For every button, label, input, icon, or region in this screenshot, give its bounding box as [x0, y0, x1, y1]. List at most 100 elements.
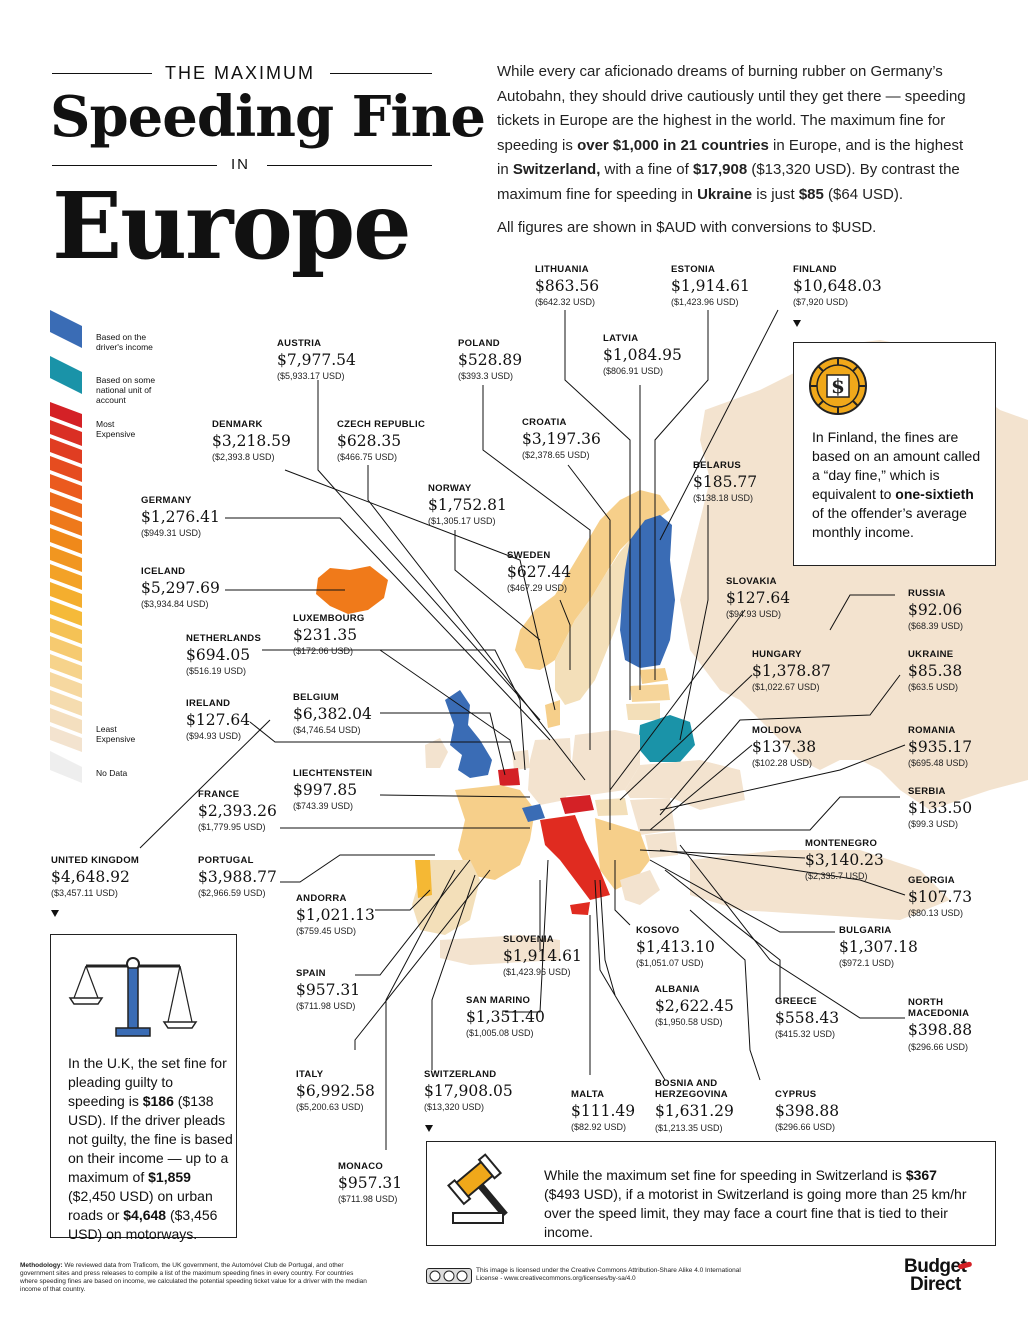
label-romania: ROMANIA $935.17 ($695.48 USD) — [908, 725, 973, 768]
netherlands-shape — [512, 750, 530, 770]
label-sweden: SWEDEN $627.44 ($467.29 USD) — [507, 550, 572, 593]
label-uk: UNITED KINGDOM $4,648.92 ($3,457.11 USD) — [51, 855, 140, 898]
sweden-shape — [555, 540, 630, 705]
czech-shape — [565, 778, 596, 796]
north-africa-shape — [440, 935, 560, 965]
license-text: This image is licensed under the Creativ… — [476, 1267, 741, 1282]
legend-scale-swatch — [50, 708, 82, 734]
legend-scale-swatch — [50, 420, 82, 446]
uk-info-box — [50, 934, 237, 1238]
legend-scale-swatch — [50, 582, 82, 608]
swiss-info-box — [426, 1141, 996, 1246]
legend-swatches — [50, 310, 82, 783]
legend-scale-swatch — [50, 600, 82, 626]
title-rule-right — [330, 73, 432, 74]
hungary-shape — [595, 798, 628, 816]
label-latvia: LATVIA $1,084.95 ($806.91 USD) — [603, 333, 682, 376]
legend-scale-swatch — [50, 546, 82, 572]
turkey-shape — [690, 850, 950, 920]
label-moldova: MOLDOVA $137.38 ($102.28 USD) — [752, 725, 817, 768]
legend-scale-swatch — [50, 564, 82, 590]
norway-shape — [515, 490, 670, 670]
sicily-shape — [570, 902, 590, 915]
label-andorra: ANDORRA $1,021.13 ($759.45 USD) — [296, 893, 375, 936]
label-slovakia: SLOVAKIA $127.64 ($94.93 USD) — [726, 576, 791, 619]
belarus-shape — [638, 715, 695, 762]
leader-lines — [139, 309, 906, 1150]
label-albania: ALBANIA $2,622.45 ($1,950.58 USD) — [655, 984, 734, 1027]
title-rule-right2 — [267, 165, 432, 166]
label-estonia: ESTONIA $1,914.61 ($1,423.96 USD) — [671, 264, 750, 307]
switzerland-shape — [522, 804, 545, 822]
iceland-shape — [316, 566, 388, 614]
label-malta: MALTA $111.49 ($82.92 USD) — [571, 1089, 636, 1132]
uk-info-text: In the U.K, the set fine for pleading gu… — [68, 1055, 233, 1242]
label-norway: NORWAY $1,752.81 ($1,305.17 USD) — [428, 483, 507, 526]
legend-income: Based on the driver's income — [96, 332, 153, 352]
italy-shape — [540, 815, 610, 900]
legend-scale-swatch — [50, 492, 82, 518]
label-italy: ITALY $6,992.58 ($5,200.63 USD) — [296, 1069, 375, 1112]
legend-scale-swatch — [50, 510, 82, 536]
label-ukraine: UKRAINE $85.38 ($63.5 USD) — [908, 649, 963, 692]
greece-shape — [620, 870, 660, 905]
finland-shape — [620, 515, 675, 668]
methodology-text: Methodology: We reviewed data from Trafi… — [20, 1262, 367, 1293]
label-portugal: PORTUGAL $3,988.77 ($2,966.59 USD) — [198, 855, 277, 898]
label-north-macedonia: NORTH MACEDONIA $398.88 ($296.66 USD) — [908, 997, 973, 1052]
label-poland: POLAND $528.89 ($393.3 USD) — [458, 338, 523, 381]
france-shape — [455, 785, 535, 880]
label-iceland: ICELAND $5,297.69 ($3,934.84 USD) — [141, 566, 220, 609]
estonia-shape — [640, 668, 668, 684]
legend-scale-swatch — [50, 726, 82, 752]
label-spain: SPAIN $957.31 ($711.98 USD) — [296, 968, 361, 1011]
legend-scale-swatch — [50, 636, 82, 662]
legend-scale-swatch — [50, 672, 82, 698]
legend-scale-swatch — [50, 690, 82, 716]
belgium-shape — [498, 768, 520, 786]
legend-scale-swatch — [50, 456, 82, 482]
finland-info-text: In Finland, the fines are based on an am… — [812, 429, 981, 540]
label-croatia: CROATIA $3,197.36 ($2,378.65 USD) — [522, 417, 601, 460]
title-line1: THE MAXIMUM — [165, 63, 315, 83]
label-lithuania: LITHUANIA $863.56 ($642.32 USD) — [535, 264, 600, 307]
label-monaco: MONACO $957.31 ($711.98 USD) — [338, 1161, 403, 1204]
label-belgium: BELGIUM $6,382.04 ($4,746.54 USD) — [293, 692, 372, 735]
label-kosovo: KOSOVO $1,413.10 ($1,051.07 USD) — [636, 925, 715, 968]
svg-text:$: $ — [831, 374, 845, 398]
title-rule-left — [52, 73, 152, 74]
austria-shape — [560, 795, 594, 814]
label-liechtenstein: LIECHTENSTEIN $997.85 ($743.39 USD) — [293, 768, 373, 811]
title-line2: Speeding Fine — [50, 84, 486, 150]
label-georgia: GEORGIA $107.73 ($80.13 USD) — [908, 875, 973, 918]
scales-icon — [68, 957, 198, 1037]
latvia-shape — [630, 684, 670, 702]
legend-scale-swatch — [50, 438, 82, 464]
label-serbia: SERBIA $133.50 ($99.3 USD) — [908, 786, 973, 829]
legend-national: Based on some national unit of account — [96, 375, 156, 405]
title-line3: IN — [231, 156, 250, 173]
label-russia: RUSSIA $92.06 ($68.39 USD) — [908, 588, 964, 631]
romania-shape — [630, 798, 675, 835]
swiss-info-text: While the maximum set fine for speeding … — [544, 1167, 967, 1240]
uk-shape — [445, 690, 492, 778]
coin-icon: $ — [809, 357, 867, 415]
label-hungary: HUNGARY $1,378.87 ($1,022.67 USD) — [752, 649, 831, 692]
label-bulgaria: BULGARIA $1,307.18 ($972.1 USD) — [839, 925, 918, 968]
portugal-shape — [415, 860, 432, 898]
label-belarus: BELARUS $185.77 ($138.18 USD) — [693, 460, 758, 503]
denmark-shape — [545, 700, 560, 728]
label-austria: AUSTRIA $7,977.54 ($5,933.17 USD) — [277, 338, 356, 381]
legend-most: Most Expensive — [96, 419, 136, 439]
legend-scale-swatch — [50, 654, 82, 680]
label-luxembourg: LUXEMBOURG $231.35 ($172.06 USD) — [293, 613, 365, 656]
label-san-marino: SAN MARINO $1,351.40 ($1,005.08 USD) — [466, 995, 545, 1038]
legend-scale-swatch — [50, 528, 82, 554]
label-switzerland: SWITZERLAND $17,908.05 ($13,320 USD) — [424, 1069, 513, 1112]
label-netherlands: NETHERLANDS $694.05 ($516.19 USD) — [186, 633, 262, 676]
legend-scale-swatch — [50, 618, 82, 644]
legend-nodata: No Data — [96, 768, 128, 778]
lithuania-shape — [626, 703, 660, 720]
balkans-shape — [595, 818, 650, 890]
ireland-shape — [425, 738, 448, 768]
